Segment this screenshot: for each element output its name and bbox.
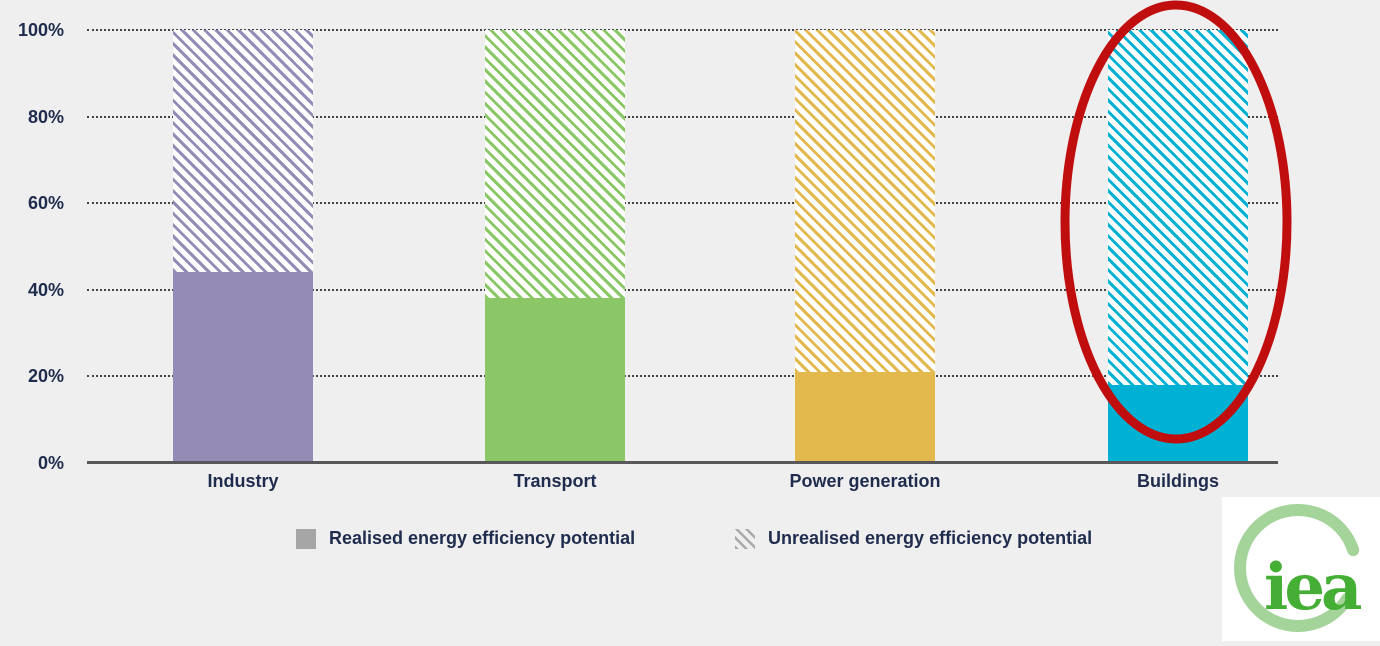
y-tick-label: 0% — [37, 453, 64, 473]
bar-segment-realised — [485, 298, 625, 463]
bar-industry — [173, 30, 313, 463]
bar-segment-realised — [795, 372, 935, 463]
bar-buildings — [1108, 30, 1248, 463]
iea-logo-text: iea — [1264, 550, 1361, 625]
y-tick-label: 100% — [17, 20, 64, 40]
iea-ring-icon — [1234, 504, 1360, 632]
bar-segment-unrealised — [173, 30, 313, 273]
gridline-100% — [87, 29, 1278, 31]
x-category-label: Industry — [207, 471, 279, 491]
bar-transport — [485, 30, 625, 463]
bar-segment-unrealised — [485, 30, 625, 299]
x-category-label: Transport — [513, 471, 597, 491]
x-axis-line — [87, 461, 1278, 464]
legend-item-unrealised: Unrealised energy efficiency potential — [735, 528, 1092, 549]
y-tick-label: 60% — [27, 193, 64, 214]
unrealised-hatch-swatch-icon — [735, 528, 755, 549]
x-category-label: Power generation — [789, 471, 941, 491]
legend-label-unrealised: Unrealised energy efficiency potential — [768, 528, 1093, 548]
y-tick-label: 20% — [27, 366, 64, 387]
bar-segment-unrealised — [795, 30, 935, 373]
realised-swatch-icon — [296, 528, 316, 549]
iea-logo: iea — [1222, 497, 1380, 641]
gridline-20% — [87, 375, 1278, 378]
bar-segment-realised — [173, 272, 313, 463]
bar-power-generation — [795, 30, 935, 463]
bar-segment-realised — [1108, 385, 1248, 463]
gridline-40% — [87, 288, 1278, 291]
gridline-60% — [87, 202, 1278, 205]
iea-logo-graphic: iea — [1234, 504, 1365, 632]
y-tick-label: 80% — [27, 106, 64, 127]
y-tick-label: 40% — [27, 279, 64, 300]
legend-label-realised: Realised energy efficiency potential — [329, 528, 636, 548]
gridline-80% — [87, 115, 1278, 118]
legend-item-realised: Realised energy efficiency potential — [296, 528, 635, 549]
bar-segment-unrealised — [1108, 30, 1248, 386]
x-category-label: Buildings — [1137, 471, 1219, 491]
